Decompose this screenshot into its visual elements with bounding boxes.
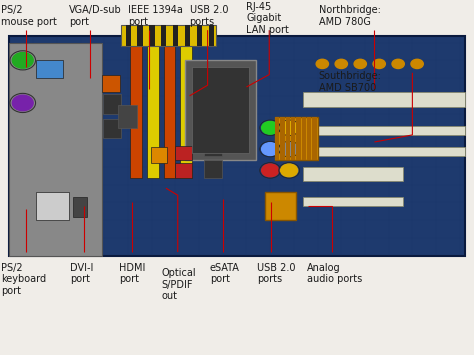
Bar [173, 25, 178, 46]
Bar [185, 25, 190, 46]
Circle shape [262, 121, 279, 134]
Circle shape [12, 95, 33, 111]
Circle shape [316, 59, 328, 69]
Text: RJ-45
Gigabit
LAN port: RJ-45 Gigabit LAN port [246, 2, 289, 35]
Bar [303, 147, 465, 156]
Circle shape [411, 59, 423, 69]
Bar [126, 25, 131, 46]
Bar [149, 25, 155, 46]
Text: Analog
audio ports: Analog audio ports [307, 263, 363, 284]
Bar [275, 117, 318, 160]
Bar [151, 147, 167, 163]
Bar [103, 94, 121, 114]
Bar [303, 167, 403, 181]
Bar [204, 138, 222, 156]
Bar [209, 25, 214, 46]
Circle shape [262, 164, 279, 177]
Bar [285, 117, 290, 160]
Bar [265, 192, 296, 220]
Bar [296, 117, 301, 160]
Bar [307, 117, 311, 160]
Bar [161, 25, 166, 46]
Text: USB 2.0
ports: USB 2.0 ports [190, 5, 228, 27]
Text: Southbridge:
AMD SB700: Southbridge: AMD SB700 [319, 71, 382, 93]
Bar [147, 46, 159, 178]
Bar [103, 119, 121, 138]
Bar [185, 60, 256, 160]
Bar [280, 117, 284, 160]
Bar [291, 117, 295, 160]
Circle shape [354, 59, 366, 69]
Bar [180, 46, 192, 178]
Circle shape [262, 143, 279, 155]
Bar [275, 117, 279, 160]
Bar [303, 126, 465, 135]
Circle shape [335, 59, 347, 69]
Bar [137, 25, 143, 46]
Text: eSATA
port: eSATA port [210, 263, 240, 284]
Bar [312, 117, 317, 160]
Bar [197, 25, 202, 46]
Circle shape [392, 59, 404, 69]
Circle shape [281, 121, 298, 134]
Circle shape [281, 143, 298, 155]
Bar [121, 25, 216, 46]
Text: HDMI
port: HDMI port [119, 263, 146, 284]
Circle shape [12, 53, 33, 68]
Bar [204, 160, 222, 178]
Bar [102, 75, 120, 92]
Text: PS/2
keyboard
port: PS/2 keyboard port [1, 263, 46, 296]
Bar [118, 105, 137, 128]
Bar [175, 146, 192, 160]
Bar [130, 46, 142, 178]
Bar [175, 163, 192, 178]
Circle shape [281, 164, 298, 177]
Text: VGA/D-sub
port: VGA/D-sub port [69, 5, 121, 27]
Bar [303, 197, 403, 206]
Bar [73, 197, 87, 217]
Circle shape [373, 59, 385, 69]
Bar [36, 60, 63, 78]
Bar [303, 92, 465, 106]
Bar [9, 43, 102, 256]
Bar [164, 46, 175, 178]
Text: PS/2
mouse port: PS/2 mouse port [1, 5, 57, 27]
Text: Northbridge:
AMD 780G: Northbridge: AMD 780G [319, 5, 381, 27]
Text: DVI-I
port: DVI-I port [70, 263, 93, 284]
Bar [9, 36, 465, 256]
Text: IEEE 1394a
port: IEEE 1394a port [128, 5, 183, 27]
Bar [301, 117, 306, 160]
Text: USB 2.0
ports: USB 2.0 ports [257, 263, 296, 284]
Bar [36, 192, 69, 220]
Text: Optical
S/PDIF
out: Optical S/PDIF out [161, 268, 196, 301]
Bar [192, 67, 249, 153]
